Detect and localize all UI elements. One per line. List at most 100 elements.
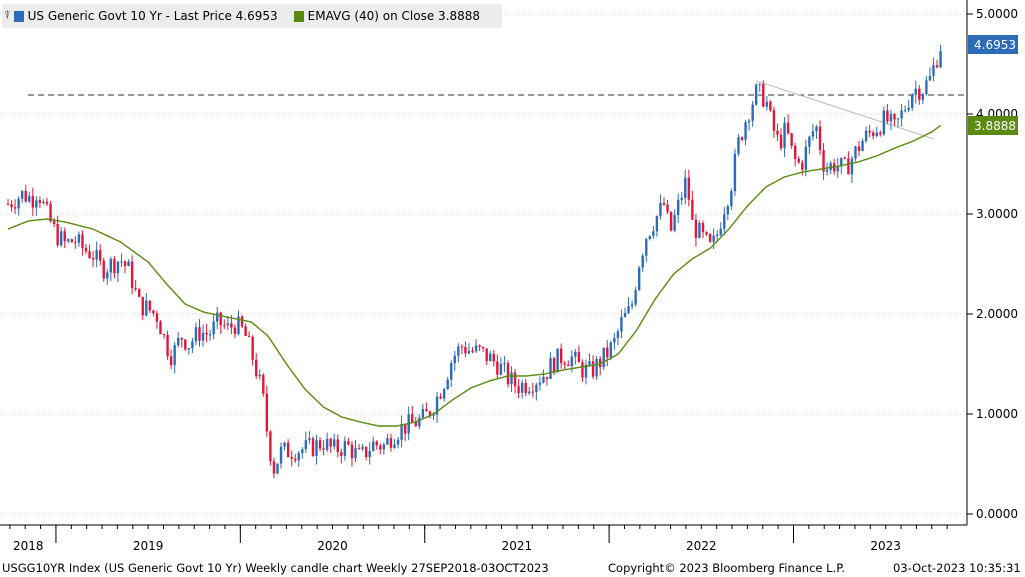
candle [325, 432, 329, 453]
candle [194, 322, 198, 346]
candle [602, 347, 605, 371]
candle [116, 260, 120, 283]
candle [606, 340, 609, 367]
candle [726, 204, 730, 220]
candle [701, 220, 705, 239]
candle [627, 297, 630, 315]
candle [134, 280, 137, 292]
candle [141, 296, 144, 321]
candle [815, 125, 818, 139]
footer-copyright: Copyright© 2023 Bloomberg Finance L.P. [608, 561, 845, 575]
candle [911, 92, 914, 111]
candle [499, 357, 503, 376]
candle [914, 80, 917, 104]
candle [652, 226, 655, 239]
candle [357, 444, 361, 450]
candle [928, 67, 932, 82]
candle [935, 59, 939, 69]
candle [918, 84, 921, 105]
candle [517, 379, 520, 399]
candle [428, 410, 432, 419]
candle [13, 199, 17, 214]
candle [772, 106, 776, 138]
candle [145, 293, 148, 317]
candle [637, 266, 641, 292]
candle [896, 117, 900, 128]
candle [634, 286, 637, 307]
candle [216, 306, 219, 330]
candle [233, 324, 237, 339]
x-tick-label: 2021 [502, 539, 533, 553]
candle [733, 148, 737, 196]
legend-item-price[interactable]: US Generic Govt 10 Yr - Last Price 4.695… [13, 9, 278, 23]
candle [294, 453, 297, 463]
candle [581, 359, 584, 383]
candle [386, 433, 389, 446]
candle [630, 300, 634, 310]
candle [91, 251, 95, 268]
legend-ema-label: EMAVG (40) on Close 3.8888 [307, 9, 481, 23]
candle [503, 355, 506, 373]
candle [113, 255, 116, 279]
candle [201, 324, 205, 347]
candle [776, 123, 779, 141]
candle [811, 124, 815, 141]
candle [205, 324, 208, 343]
axes [0, 0, 968, 526]
candle [120, 253, 123, 267]
footer-description: USGG10YR Index (US Generic Govt 10 Yr) W… [2, 561, 549, 575]
candle [481, 346, 485, 352]
candle [528, 386, 531, 396]
candle [620, 309, 623, 339]
candle [329, 437, 332, 453]
candle [177, 332, 180, 348]
candle [20, 190, 24, 204]
candle [70, 238, 74, 243]
candle [932, 57, 935, 82]
last-price-tag: 4.6953 [968, 35, 1018, 55]
candle [758, 83, 761, 93]
legend[interactable]: ⍒ US Generic Govt 10 Yr - Last Price 4.6… [2, 4, 503, 28]
candle [556, 348, 559, 373]
ema-swatch [293, 10, 304, 22]
candles [6, 44, 942, 479]
candle [939, 44, 942, 69]
candle [106, 268, 109, 285]
candle [680, 191, 683, 206]
candle [545, 376, 549, 386]
candle [737, 134, 740, 157]
candle [286, 439, 290, 458]
price-swatch [13, 10, 24, 22]
legend-item-ema[interactable]: EMAVG (40) on Close 3.8888 [293, 9, 481, 23]
candle [694, 214, 698, 247]
candle [708, 232, 712, 243]
candle [265, 385, 269, 437]
candle [687, 169, 691, 207]
candle [450, 360, 453, 388]
candle [382, 442, 386, 455]
candle [38, 196, 42, 209]
filter-icon[interactable]: ⍒ [4, 9, 11, 22]
y-tick-label: 3.0000 [976, 207, 1018, 221]
candle [169, 349, 173, 370]
candle [6, 198, 10, 206]
x-tick-label: 2019 [133, 539, 164, 553]
candle [393, 438, 396, 449]
candle [577, 345, 581, 363]
candle [864, 126, 868, 144]
candle [684, 169, 687, 205]
candle [198, 319, 201, 347]
candle [28, 191, 31, 204]
candle [613, 332, 616, 350]
candle [478, 344, 481, 352]
candle [255, 353, 258, 379]
candle [290, 450, 293, 467]
candle [372, 436, 375, 452]
candle [272, 457, 276, 479]
candle [315, 434, 318, 465]
candle [439, 393, 442, 400]
candle [379, 443, 382, 455]
candle [269, 430, 272, 466]
candle [411, 405, 414, 423]
